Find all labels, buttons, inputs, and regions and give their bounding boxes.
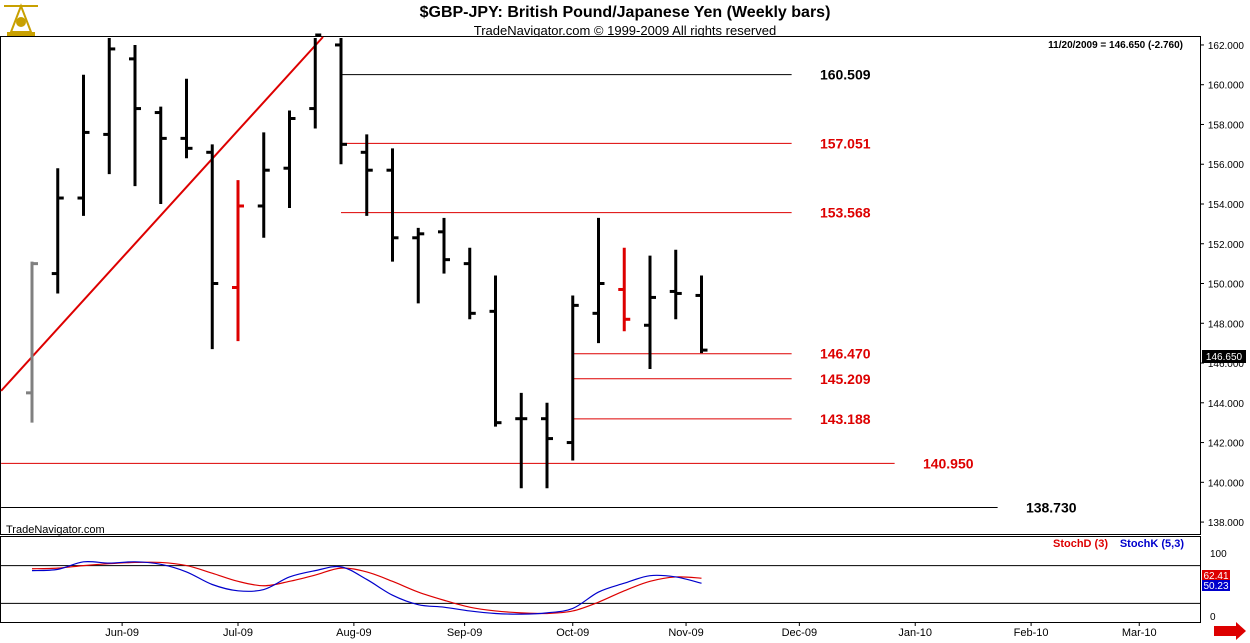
ohlc-bar xyxy=(695,275,708,354)
scroll-right-arrow-icon[interactable] xyxy=(1214,622,1246,640)
time-axis: Jun-09 Jul-09 Aug-09 Sep-09 Oct-09 Nov-09 Dec-… xyxy=(105,622,1157,639)
chart-title: $GBP-JPY: British Pound/Japanese Yen (We… xyxy=(419,4,831,21)
ohlc-bar xyxy=(386,148,399,262)
ohlc-bar xyxy=(566,295,579,461)
ohlc-bar xyxy=(669,249,682,320)
chart-subtitle: TradeNavigator.com © 1999-2009 All right… xyxy=(473,23,777,38)
y-tick-label: 148.000 xyxy=(1208,319,1245,330)
y-tick-label: 158.000 xyxy=(1208,120,1245,131)
level-label: 140.950 xyxy=(923,455,974,471)
legend-stochk: StochK (5,3) xyxy=(1120,538,1185,550)
stochd-value-tag: 62.41 xyxy=(1203,571,1228,582)
y-tick-label: 142.000 xyxy=(1208,439,1245,450)
last-price-tag-label: 146.650 xyxy=(1206,352,1243,363)
stoch-y-tick-label: 0 xyxy=(1210,612,1216,623)
support-resistance-levels: 160.509 157.051 153.568 146.470 145.209 143.1… xyxy=(1,67,1077,516)
level-label: 138.730 xyxy=(1026,500,1077,516)
level-label: 153.568 xyxy=(820,205,871,221)
y-tick-label: 138.000 xyxy=(1208,518,1245,529)
legend-stochd: StochD (3) xyxy=(1053,538,1108,550)
ohlc-bar xyxy=(26,261,38,423)
last-price-tag: 146.650 xyxy=(1202,350,1246,363)
ohlc-bar xyxy=(618,247,631,332)
trendline xyxy=(0,36,324,392)
level-label: 146.470 xyxy=(820,346,871,362)
y-tick-label: 156.000 xyxy=(1208,160,1245,171)
ohlc-bar xyxy=(335,38,347,165)
x-tick-label: Jul-09 xyxy=(223,627,253,639)
watermark-label: TradeNavigator.com xyxy=(6,524,105,536)
x-tick-label: Oct-09 xyxy=(556,627,589,639)
price-axis: 162.000 160.000 158.000 156.000 154.000 152.0… xyxy=(1200,41,1244,529)
x-tick-label: Mar-10 xyxy=(1122,627,1157,639)
x-tick-label: Feb-10 xyxy=(1014,627,1049,639)
y-tick-label: 154.000 xyxy=(1208,200,1245,211)
y-tick-label: 152.000 xyxy=(1208,240,1245,251)
stoch-series-line xyxy=(31,560,702,615)
time-axis-strip xyxy=(0,623,1250,643)
ohlc-bar xyxy=(206,144,219,350)
x-tick-label: Jan-10 xyxy=(898,627,932,639)
indicator-plot-frame xyxy=(0,536,1201,623)
ohlc-bar xyxy=(438,217,450,274)
tradenavigator-logo-icon xyxy=(2,2,40,40)
ohlc-bar xyxy=(180,78,193,159)
x-tick-label: Sep-09 xyxy=(447,627,482,639)
y-tick-label: 146.000 xyxy=(1208,359,1245,370)
stochastic-legend: StochD (3) StochK (5,3) xyxy=(1053,538,1184,550)
main-plot-frame xyxy=(0,36,1201,535)
level-label: 160.509 xyxy=(820,67,871,83)
y-tick-label: 162.000 xyxy=(1208,41,1245,52)
quote-label: 11/20/2009 = 146.650 (-2.760) xyxy=(1048,40,1183,51)
level-label: 157.051 xyxy=(820,135,871,151)
ohlc-bar xyxy=(644,255,656,369)
y-tick-label: 150.000 xyxy=(1208,280,1245,291)
ohlc-bars xyxy=(26,33,708,489)
x-tick-label: Aug-09 xyxy=(336,627,371,639)
level-label: 143.188 xyxy=(820,411,871,427)
x-tick-label: Nov-09 xyxy=(668,627,703,639)
stochk-value-tag: 50.23 xyxy=(1203,581,1228,592)
ohlc-bar xyxy=(51,168,64,294)
ohlc-bar xyxy=(541,402,553,489)
y-tick-label: 144.000 xyxy=(1208,399,1245,410)
ohlc-bar xyxy=(515,392,528,489)
ohlc-bar xyxy=(232,180,244,342)
ohlc-bar xyxy=(77,74,90,216)
ohlc-bar xyxy=(463,247,476,320)
ohlc-bar xyxy=(154,106,167,204)
ohlc-bar xyxy=(283,110,296,208)
ohlc-bar xyxy=(412,227,425,304)
level-label: 145.209 xyxy=(820,371,871,387)
y-tick-label: 160.000 xyxy=(1208,81,1245,92)
ohlc-bar xyxy=(309,33,322,129)
ohlc-bar xyxy=(103,38,116,175)
x-tick-label: Dec-09 xyxy=(782,627,817,639)
stochastic-value-tags: 62.41 50.23 xyxy=(1202,570,1230,592)
ohlc-bar xyxy=(489,275,502,427)
ohlc-bar xyxy=(360,134,373,216)
ohlc-bar xyxy=(129,44,141,187)
trendline-segment xyxy=(0,36,324,392)
y-tick-label: 140.000 xyxy=(1208,478,1245,489)
ohlc-bar xyxy=(592,217,605,344)
stoch-y-tick-label: 100 xyxy=(1210,549,1227,560)
ohlc-bar xyxy=(257,132,270,238)
x-tick-label: Jun-09 xyxy=(105,627,139,639)
